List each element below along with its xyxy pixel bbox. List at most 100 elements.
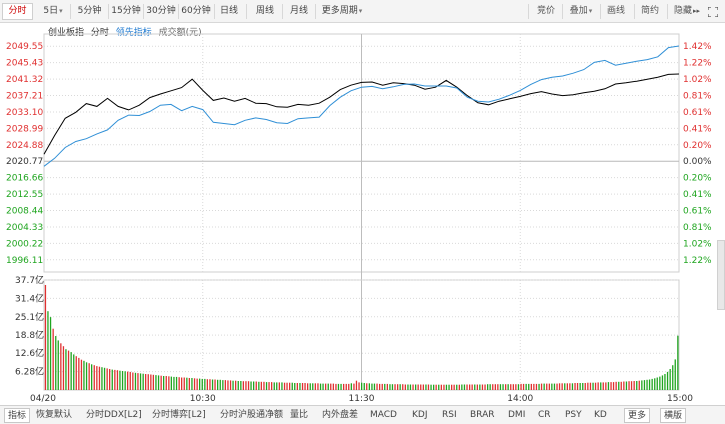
y-axis-pct-label: 0.81% xyxy=(683,92,712,102)
tab-indicator[interactable]: 量比 xyxy=(290,410,309,420)
tab-fenshi[interactable]: 分时 xyxy=(2,3,33,20)
volume-bar xyxy=(348,383,350,390)
volume-bar xyxy=(327,383,329,390)
volume-bar xyxy=(633,381,635,390)
volume-bar xyxy=(139,373,142,390)
y-axis-label: 2020.77 xyxy=(6,157,43,167)
tab-indicator[interactable]: BRAR xyxy=(470,410,495,420)
tab-indicator[interactable]: 横版 xyxy=(660,408,687,423)
tab-indicator[interactable]: 更多 xyxy=(624,408,651,423)
volume-bar xyxy=(322,383,324,390)
volume-bar xyxy=(183,377,185,390)
intraday-chart[interactable]: 2049.55 1.42% 2045.43 1.22% 2041.32 1.02% 2037… xyxy=(0,23,725,405)
volume-bar xyxy=(286,382,288,390)
tab-indicator[interactable]: RSI xyxy=(442,410,457,420)
volume-bar xyxy=(648,379,651,390)
volume-bar xyxy=(88,363,90,390)
volume-bar xyxy=(445,384,448,390)
volume-bar xyxy=(361,382,363,390)
volume-axis-label: 31.4亿 xyxy=(15,292,44,304)
volume-bar xyxy=(415,384,417,390)
volume-bar xyxy=(476,384,478,390)
volume-bar xyxy=(600,382,602,390)
volume-bar xyxy=(196,378,198,390)
volume-axis-label: 25.1亿 xyxy=(15,311,44,323)
tab-indicator[interactable]: 分时DDX[L2] xyxy=(86,410,142,420)
volume-bar xyxy=(258,381,260,390)
tab-indicator[interactable]: 指标 xyxy=(4,408,31,423)
tab-indicator[interactable]: DMI xyxy=(508,410,526,420)
simple-mode-button[interactable]: 简约 xyxy=(640,6,659,16)
volume-bar xyxy=(458,384,460,390)
tab-indicator[interactable]: PSY xyxy=(565,410,582,420)
volume-bar xyxy=(659,376,661,390)
volume-bar xyxy=(199,378,201,390)
volume-bar xyxy=(584,383,586,390)
volume-bar xyxy=(91,364,93,390)
volume-bar xyxy=(175,376,178,390)
volume-bar xyxy=(389,384,391,390)
volume-bar xyxy=(70,352,72,390)
tab-5min[interactable]: 5分钟 xyxy=(77,6,102,16)
y-axis-label: 2041.32 xyxy=(6,75,43,85)
volume-bar xyxy=(646,379,648,390)
draw-line-button[interactable]: 画线 xyxy=(606,6,625,16)
volume-bar xyxy=(384,383,386,390)
tab-indicator[interactable]: CR xyxy=(538,410,551,420)
y-axis-label: 2004.33 xyxy=(6,223,43,233)
tab-indicator[interactable]: MACD xyxy=(370,410,397,420)
volume-bar xyxy=(623,381,625,390)
tab-indicator[interactable]: KDJ xyxy=(412,410,428,420)
volume-bar xyxy=(379,383,381,390)
more-periods-dropdown[interactable]: 更多周期▾ xyxy=(321,6,363,16)
volume-bar xyxy=(540,383,543,390)
volume-bar xyxy=(430,384,432,390)
volume-bar xyxy=(235,380,237,390)
tab-indicator[interactable]: 分时博弈[L2] xyxy=(152,410,206,420)
volume-bar xyxy=(404,384,406,390)
tab-60min[interactable]: 60分钟 xyxy=(181,6,211,16)
volume-bar xyxy=(106,368,108,390)
volume-bar xyxy=(566,383,568,390)
volume-bar xyxy=(494,384,496,390)
volume-bar xyxy=(643,380,646,390)
y-axis-label: 1996.11 xyxy=(6,256,43,266)
volume-bar xyxy=(507,384,509,390)
volume-bar xyxy=(471,384,473,390)
volume-axis-label: 37.7亿 xyxy=(15,274,44,286)
auction-button[interactable]: 竞价 xyxy=(536,6,555,16)
tab-monthly[interactable]: 月线 xyxy=(289,6,308,16)
volume-bar xyxy=(487,384,489,390)
tab-5day[interactable]: 5日▾ xyxy=(43,6,63,16)
volume-bar xyxy=(479,384,481,390)
tab-15min[interactable]: 15分钟 xyxy=(111,6,141,16)
tab-daily[interactable]: 日线 xyxy=(219,6,238,16)
tab-indicator[interactable]: KD xyxy=(594,410,607,420)
overlay-dropdown[interactable]: 叠加▾ xyxy=(569,6,593,16)
y-axis-label: 2037.21 xyxy=(6,92,43,102)
volume-bar xyxy=(651,378,653,390)
volume-bar xyxy=(142,373,144,390)
volume-bar xyxy=(407,384,409,390)
volume-bar xyxy=(186,377,188,390)
volume-bar xyxy=(433,384,435,390)
volume-bar xyxy=(533,383,535,390)
tab-indicator[interactable]: 内外盘差 xyxy=(322,410,359,420)
tab-30min[interactable]: 30分钟 xyxy=(146,6,176,16)
index-name: 创业板指 xyxy=(48,28,85,38)
scrollbar[interactable] xyxy=(717,240,725,310)
y-axis-label: 2028.99 xyxy=(6,124,43,134)
tab-indicator[interactable]: 分时沪股通净额 xyxy=(220,410,284,420)
volume-bar xyxy=(245,381,247,390)
volume-bar xyxy=(132,372,134,390)
tab-indicator[interactable]: 恢复默认 xyxy=(36,410,73,420)
volume-bar xyxy=(150,374,152,390)
volume-bar xyxy=(481,384,484,390)
volume-bar xyxy=(65,349,67,390)
tab-weekly[interactable]: 周线 xyxy=(255,6,274,16)
fullscreen-icon[interactable] xyxy=(705,3,721,20)
volume-bar xyxy=(237,381,239,390)
volume-bar xyxy=(49,317,52,390)
hide-button[interactable]: 隐藏▸▸ xyxy=(673,6,701,16)
volume-bar xyxy=(96,366,98,390)
